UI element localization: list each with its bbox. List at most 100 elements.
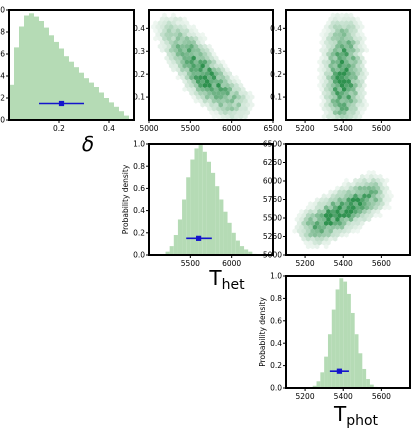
hexbin-cell (362, 43, 367, 49)
hexbin-cell (346, 212, 351, 219)
hexbin-cell (186, 47, 192, 53)
x-tick-label: 5600 (372, 392, 391, 401)
tphot_vs_thet-hexbins (292, 170, 394, 250)
hexbin-cell (346, 63, 351, 69)
hexbin-cell (227, 71, 232, 77)
hexbin-cell (355, 94, 360, 100)
hexbin-cell (326, 28, 331, 34)
hexbin-cell (371, 209, 376, 215)
hexbin-cell (308, 201, 313, 207)
hexbin-cell (180, 59, 185, 65)
x-tick-label: 5200 (296, 259, 315, 268)
hexbin-cell (308, 240, 313, 246)
histogram-bar (44, 27, 49, 120)
hexbin-cell (200, 71, 205, 77)
hexbin-cell (332, 110, 338, 116)
hexbin-cell (236, 78, 241, 85)
hexbin-cell (195, 71, 201, 77)
x-tick-label: 6000 (222, 259, 241, 268)
hexbin-cell (353, 98, 358, 104)
hexbin-cell (182, 55, 187, 61)
hexbin-cell (232, 86, 237, 92)
hexbin-cell (243, 98, 248, 104)
hexbin-cell (360, 102, 365, 108)
hexbin-cell (321, 36, 327, 42)
y-tick-label: 6500 (263, 140, 282, 149)
hexbin-cell (360, 173, 365, 180)
histogram-bar (235, 240, 240, 255)
hexbin-cell (323, 71, 329, 77)
hexbin-cell (303, 209, 309, 215)
hexbin-cell (236, 86, 241, 92)
hexbin-cell (335, 209, 340, 215)
hexbin-cell (301, 212, 306, 219)
hexbin-cell (346, 205, 351, 211)
hexbin-cell (310, 244, 315, 250)
histogram-bar (312, 385, 317, 388)
hexbin-cell (216, 98, 221, 104)
hexbin-cell (308, 232, 313, 238)
hexbin-cell (355, 102, 360, 108)
hexbin-cell (366, 216, 372, 222)
hexbin-cell (236, 102, 241, 108)
y-tick-label: 0.2 (133, 70, 145, 79)
hexbin-cell (332, 228, 338, 234)
hexbin-cell (319, 220, 324, 226)
hexbin-cell (238, 82, 244, 88)
hexbin-cell (360, 63, 365, 69)
hexbin-cell (319, 63, 324, 69)
hexbin-cell (168, 24, 174, 30)
hexbin-cell (330, 75, 336, 81)
hexbin-cell (348, 59, 354, 65)
hexbin-cell (186, 39, 192, 46)
hexbin-cell (341, 47, 347, 53)
hexbin-cell (346, 94, 351, 100)
hexbin-cell (332, 205, 338, 211)
hexbin-cell (350, 47, 356, 53)
hexbin-cell (220, 106, 226, 112)
hexbin-cell (353, 75, 358, 81)
hexbin-cell (186, 86, 192, 92)
hexbin-cell (207, 67, 212, 73)
hexbin-cell (166, 59, 172, 65)
hexbin-cell (330, 224, 336, 230)
hexbin-cell (310, 205, 315, 211)
hexbin-cell (366, 193, 372, 199)
hexbin-cell (209, 94, 214, 100)
delta_hist-xlabel: δ (82, 132, 94, 156)
hexbin-cell (234, 82, 239, 88)
hexbin-cell (360, 110, 365, 116)
hexbin-cell (339, 106, 345, 112)
hexbin-cell (213, 78, 219, 85)
hexbin-cell (175, 20, 181, 26)
hexbin-cell (193, 67, 199, 73)
hexbin-cell (321, 28, 327, 34)
hexbin-cell (220, 90, 226, 96)
hexbin-cell (348, 51, 354, 57)
hexbin-cell (341, 63, 347, 69)
histogram-bar (14, 47, 19, 120)
hexbin-cell (346, 71, 351, 77)
hexbin-cell (175, 36, 181, 42)
hexbin-cell (250, 102, 255, 108)
hexbin-cell (350, 189, 356, 195)
hexbin-cell (339, 90, 345, 96)
hexbin-cell (319, 94, 324, 100)
hexbin-cell (335, 43, 340, 49)
histogram-bar (29, 13, 34, 120)
hexbin-cell (362, 106, 367, 112)
hexbin-cell (337, 197, 342, 203)
hexbin-cell (344, 75, 349, 81)
hexbin-cell (314, 228, 320, 234)
y-tick-label: 0.3 (133, 47, 145, 56)
histogram-bar (24, 15, 29, 120)
hexbin-cell (159, 32, 165, 38)
hexbin-cell (335, 185, 340, 191)
hexbin-cell (348, 28, 354, 34)
hexbin-cell (366, 201, 372, 207)
hexbin-cell (314, 236, 320, 242)
hexbin-cell (198, 82, 203, 88)
hexbin-cell (332, 189, 338, 195)
hexbin-cell (341, 94, 347, 100)
